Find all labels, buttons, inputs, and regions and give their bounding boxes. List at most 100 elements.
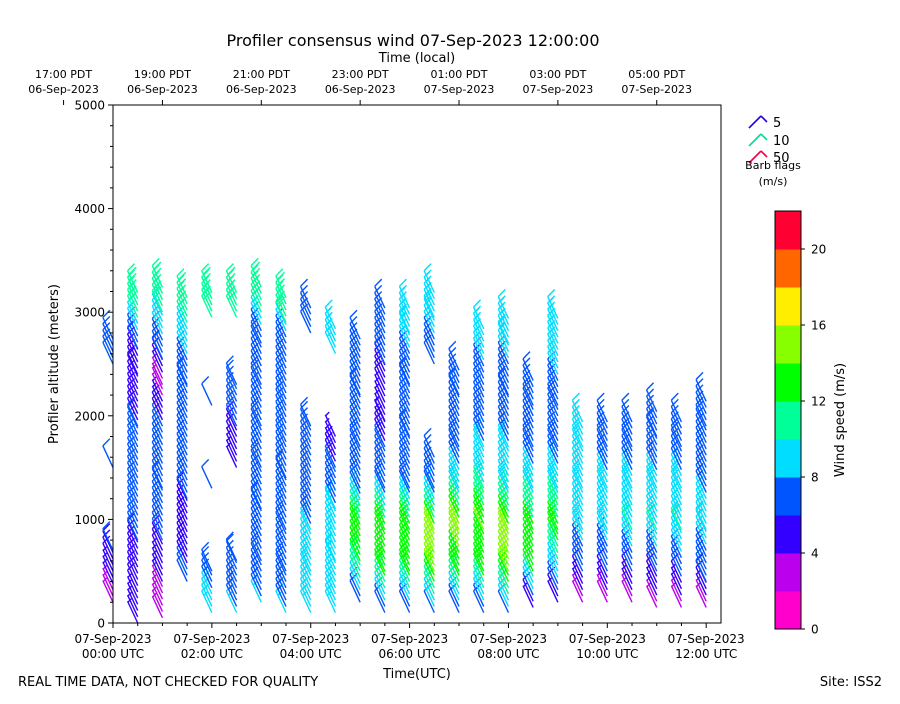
top-tick-label-time: 01:00 PDT: [431, 68, 488, 81]
wind-barb: [324, 411, 337, 437]
wind-barb: [102, 438, 114, 468]
colorbar-segment: [775, 211, 801, 250]
wind-barb: [102, 529, 114, 560]
legend-entry: 10: [748, 133, 790, 149]
wind-barb: [398, 363, 411, 394]
top-tick-label-time: 05:00 PDT: [628, 68, 685, 81]
colorbar-frame: [774, 210, 802, 630]
top-tick-label-date: 07-Sep-2023: [424, 83, 495, 96]
wind-barb: [670, 392, 683, 423]
x-tick-label-time: 06:00 UTC: [378, 647, 440, 661]
x-tick-label-date: 07-Sep-2023: [668, 632, 745, 646]
x-tick-label-time: 04:00 UTC: [280, 647, 342, 661]
wind-barb: [102, 521, 114, 551]
colorbar-label: Wind speed (m/s): [833, 363, 848, 477]
x-tick-label-time: 10:00 UTC: [576, 647, 638, 661]
y-tick-label: 0: [97, 617, 105, 631]
colorbar-tick-label: 16: [811, 319, 826, 333]
top-tick-label-time: 03:00 PDT: [529, 68, 586, 81]
wind-barb: [472, 299, 485, 330]
top-tick-label-time: 21:00 PDT: [233, 68, 290, 81]
y-tick-label: 2000: [74, 409, 105, 423]
wind-barb: [571, 392, 584, 423]
y-tick-label: 3000: [74, 306, 105, 320]
barb-legend: 5 10 50 Barb flags (m/s): [745, 115, 801, 188]
site-label: Site: ISS2: [820, 675, 882, 690]
top-tick-label-time: 19:00 PDT: [134, 68, 191, 81]
colorbar-segment: [775, 287, 801, 326]
colorbar-tick-label: 0: [811, 623, 819, 637]
wind-barb: [423, 427, 435, 458]
wind-barb: [398, 415, 411, 446]
wind-barb: [596, 398, 608, 429]
wind-barb: [645, 382, 658, 412]
x-tick-label-date: 07-Sep-2023: [173, 632, 250, 646]
y-tick-label: 4000: [74, 202, 105, 216]
wind-barb: [225, 355, 238, 386]
wind-barb: [151, 257, 164, 288]
wind-barb: [695, 378, 707, 408]
legend-entry: 5: [748, 115, 781, 131]
top-tick-label-date: 06-Sep-2023: [325, 83, 396, 96]
wind-barb: [201, 541, 213, 572]
wind-barb: [201, 263, 213, 293]
wind-barb: [275, 268, 287, 298]
wind-barb: [497, 289, 510, 319]
legend-label: 5: [773, 116, 781, 131]
top-tick-label-time: 23:00 PDT: [332, 68, 389, 81]
wind-barb: [374, 278, 386, 309]
legend-caption-units: (m/s): [759, 175, 788, 188]
wind-barb: [299, 284, 312, 315]
wind-barb: [324, 299, 337, 330]
x-tick-label-date: 07-Sep-2023: [371, 632, 448, 646]
quality-disclaimer: REAL TIME DATA, NOT CHECKED FOR QUALITY: [18, 675, 318, 690]
y-axis-label: Profiler altitude (meters): [47, 284, 62, 444]
wind-barb: [522, 351, 534, 381]
top-tick-label-time: 17:00 PDT: [35, 68, 92, 81]
colorbar-segment: [775, 363, 801, 402]
wind-barb: [448, 347, 460, 377]
x-tick-label-time: 12:00 UTC: [675, 647, 737, 661]
wind-barb: [621, 398, 633, 429]
wind-barb: [102, 315, 114, 346]
colorbar-tick-label: 20: [811, 243, 826, 257]
y-tick-label: 5000: [74, 99, 105, 113]
colorbar-segment: [775, 515, 801, 554]
colorbar-tick-label: 8: [811, 471, 819, 485]
wind-barb: [151, 467, 164, 497]
wind-barb: [423, 263, 435, 293]
x-tick-label-date: 07-Sep-2023: [74, 632, 151, 646]
wind-barb: [398, 278, 411, 309]
x-tick-label-date: 07-Sep-2023: [470, 632, 547, 646]
wind-barb: [621, 392, 633, 423]
y-tick-label: 1000: [74, 513, 105, 527]
wind-barb: [596, 392, 608, 423]
colorbar-segment: [775, 401, 801, 440]
x-tick-label-time: 08:00 UTC: [477, 647, 539, 661]
x-tick-label-date: 07-Sep-2023: [272, 632, 349, 646]
wind-barb: [201, 376, 213, 406]
wind-barb: [176, 268, 188, 298]
wind-barb: [497, 373, 510, 404]
x-tick-label-time: 02:00 UTC: [181, 647, 243, 661]
wind-barb: [299, 396, 312, 427]
wind-barb: [176, 477, 188, 508]
colorbar-segment: [775, 477, 801, 516]
colorbar-segment: [775, 591, 801, 630]
top-tick-label-date: 06-Sep-2023: [127, 83, 198, 96]
wind-barb: [547, 289, 559, 319]
wind-barb: [225, 263, 238, 293]
y-axis: 0 1000 2000 3000 4000 5000: [74, 99, 113, 631]
wind-barb: [275, 456, 287, 487]
wind-barb: [126, 353, 139, 383]
wind-barb: [645, 388, 658, 419]
wind-barb: [349, 373, 361, 404]
wind-barb: [374, 284, 386, 315]
colorbar-segment: [775, 439, 801, 478]
wind-barb: [695, 371, 707, 402]
wind-barb: [299, 278, 312, 309]
x-axis-label: Time(UTC): [382, 667, 451, 682]
wind-barb: [522, 357, 534, 388]
